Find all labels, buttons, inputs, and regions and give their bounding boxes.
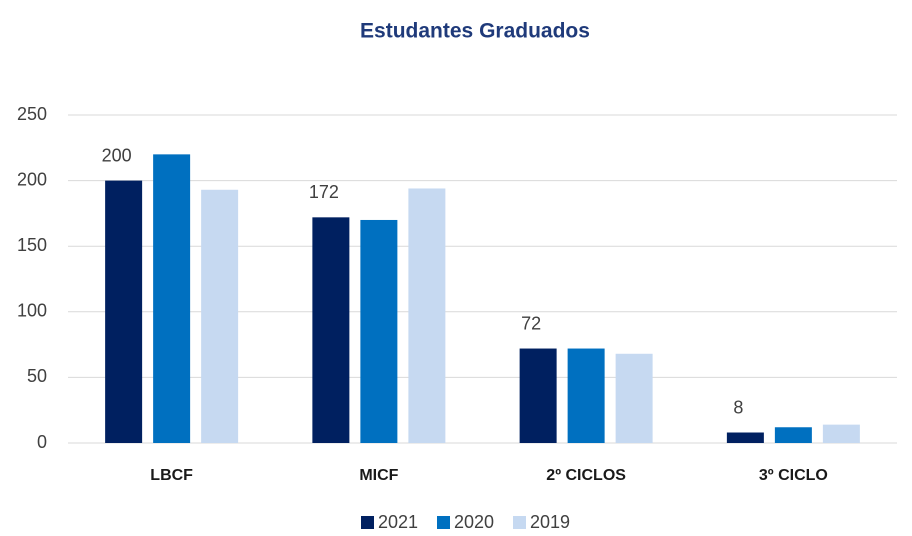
- chart-title: Estudantes Graduados: [360, 20, 590, 43]
- bar: [822, 424, 860, 443]
- legend-label: 2019: [530, 512, 570, 532]
- bar: [774, 427, 812, 443]
- bar: [567, 348, 605, 443]
- bar: [726, 432, 764, 443]
- data-label: 72: [521, 313, 541, 333]
- data-label: 172: [309, 182, 339, 202]
- x-tick-label: MICF: [359, 467, 398, 484]
- legend-swatch: [437, 516, 450, 529]
- bar: [408, 188, 446, 443]
- y-tick-label: 0: [37, 432, 47, 452]
- bar: [615, 353, 653, 443]
- legend-label: 2021: [378, 512, 418, 532]
- x-tick-label: 3º CICLO: [759, 467, 828, 484]
- bar: [312, 217, 350, 443]
- data-label: 8: [733, 397, 743, 417]
- x-tick-label: 2º CICLOS: [546, 467, 626, 484]
- legend-swatch: [361, 516, 374, 529]
- bar: [201, 189, 239, 443]
- x-tick-label: LBCF: [150, 467, 193, 484]
- legend-swatch: [513, 516, 526, 529]
- bar: [360, 219, 398, 443]
- bar: [105, 180, 143, 443]
- y-tick-label: 100: [17, 301, 47, 321]
- bar: [519, 348, 557, 443]
- data-label: 200: [102, 145, 132, 165]
- y-tick-label: 200: [17, 169, 47, 189]
- legend-label: 2020: [454, 512, 494, 532]
- bar: [153, 154, 191, 444]
- y-tick-label: 50: [27, 366, 47, 386]
- y-tick-label: 150: [17, 235, 47, 255]
- y-tick-label: 250: [17, 104, 47, 124]
